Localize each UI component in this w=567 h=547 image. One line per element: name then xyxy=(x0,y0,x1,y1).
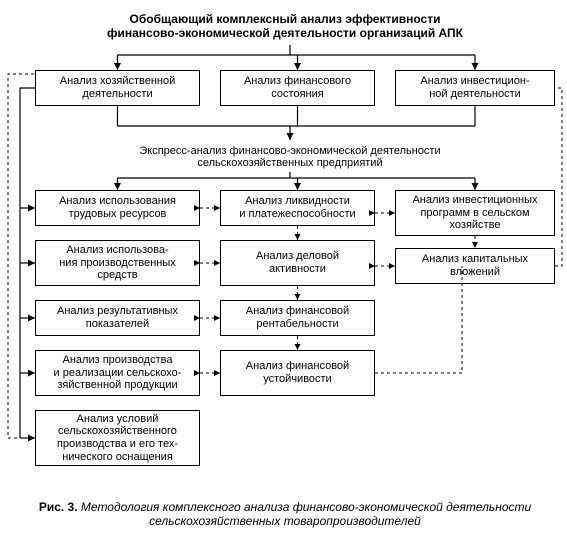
box-r1: Анализ инвестиционныхпрограмм в сельском… xyxy=(395,190,555,236)
top-box-invest: Анализ инвестицион-ной деятельности xyxy=(395,70,555,106)
box-c3: Анализ финансовойрентабельности xyxy=(220,300,375,336)
box-l4: Анализ производстваи реализации сельскох… xyxy=(35,350,200,396)
box-l2: Анализ использова-ния производственныхср… xyxy=(35,240,200,286)
box-l1: Анализ использованиятрудовых ресурсов xyxy=(35,190,200,226)
main-title: Обобщающий комплексный анализ эффективно… xyxy=(40,12,530,40)
box-l5: Анализ условийсельскохозяйственногопроиз… xyxy=(35,410,200,466)
top-box-fin: Анализ финансовогосостояния xyxy=(220,70,375,106)
box-r2: Анализ капитальныхвложений xyxy=(395,248,555,284)
caption-prefix: Рис. 3. xyxy=(39,500,78,514)
box-c4: Анализ финансовойустойчивости xyxy=(220,350,375,396)
figure-caption: Рис. 3. Методология комплексного анализа… xyxy=(30,500,540,528)
title-line1: Обобщающий комплексный анализ эффективно… xyxy=(130,12,441,26)
midtext-line2: сельскохозяйственных предприятий xyxy=(197,157,382,169)
box-c1: Анализ ликвидностии платежеспособности xyxy=(220,190,375,226)
diagram-canvas: Обобщающий комплексный анализ эффективно… xyxy=(0,0,567,547)
box-l3: Анализ результативныхпоказателей xyxy=(35,300,200,336)
top-box-econ: Анализ хозяйственнойдеятельности xyxy=(35,70,200,106)
box-c2: Анализ деловойактивности xyxy=(220,240,375,286)
caption-text: Методология комплексного анализа финансо… xyxy=(81,500,531,528)
express-analysis-text: Экспресс-анализ финансово-экономической … xyxy=(80,145,500,169)
midtext-line1: Экспресс-анализ финансово-экономической … xyxy=(139,145,440,157)
title-line2: финансово-экономической деятельности орг… xyxy=(107,26,463,40)
